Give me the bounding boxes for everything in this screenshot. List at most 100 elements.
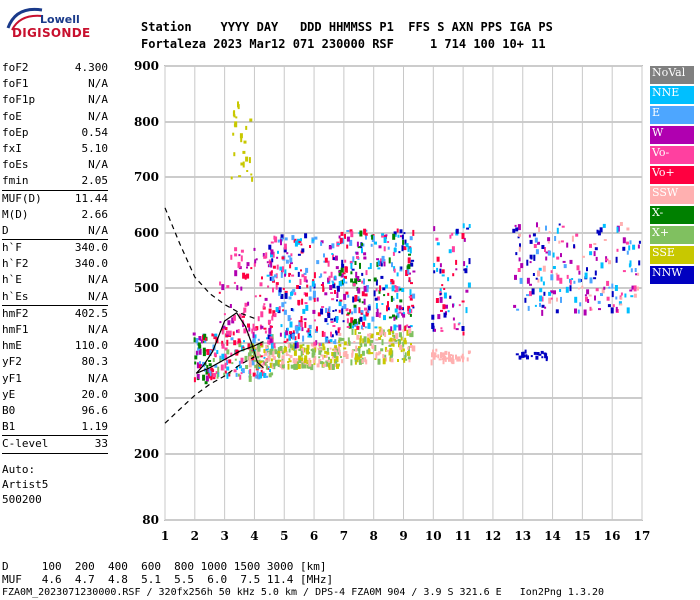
echo-point	[197, 342, 201, 347]
echo-point	[515, 227, 519, 232]
echo-point	[361, 272, 364, 276]
echo-point	[539, 302, 541, 307]
echo-point	[409, 236, 413, 241]
echo-point	[378, 326, 382, 329]
echo-point	[326, 351, 330, 355]
echo-point	[334, 345, 338, 349]
echo-point	[364, 293, 368, 297]
echo-point	[436, 267, 439, 272]
echo-point	[556, 256, 560, 260]
echo-point	[556, 274, 560, 281]
param-label: B0	[2, 403, 16, 417]
echo-point	[280, 239, 282, 246]
echo-point	[435, 298, 439, 303]
echo-point	[251, 328, 254, 334]
echo-point	[343, 278, 345, 284]
echo-point	[212, 358, 215, 362]
echo-point	[526, 259, 529, 266]
echo-point	[327, 260, 330, 267]
echo-point	[248, 327, 251, 332]
echo-point	[243, 307, 247, 313]
echo-point	[289, 355, 293, 358]
echo-point	[433, 263, 436, 267]
echo-point	[363, 256, 367, 260]
echo-point	[271, 351, 275, 358]
echo-point	[237, 261, 241, 268]
echo-point	[265, 348, 269, 351]
echo-point	[221, 284, 225, 291]
echo-point	[204, 340, 207, 344]
echo-point	[308, 329, 312, 336]
echo-point	[354, 278, 358, 285]
echo-point	[403, 246, 407, 251]
echo-point	[457, 323, 460, 326]
echo-point	[242, 150, 246, 154]
echo-point	[320, 240, 324, 244]
param-value: N/A	[88, 223, 108, 237]
echo-point	[322, 344, 325, 349]
echo-point	[408, 253, 411, 256]
echo-point	[548, 231, 551, 234]
echo-point	[373, 277, 377, 282]
echo-point	[383, 261, 386, 267]
param-foep: foEp 0.54	[2, 125, 108, 141]
param-value: 402.5	[74, 306, 108, 320]
echo-point	[517, 268, 521, 272]
echo-point	[360, 310, 364, 315]
echo-point	[267, 264, 270, 268]
legend-item-nnw: NNW	[650, 266, 694, 284]
echo-point	[375, 279, 378, 286]
echo-point	[256, 354, 260, 359]
echo-point	[331, 253, 334, 255]
echo-point	[268, 244, 272, 250]
echo-point	[204, 337, 207, 341]
echo-point	[515, 252, 518, 256]
echo-point	[231, 317, 235, 324]
echo-point	[338, 337, 342, 342]
echo-point	[230, 352, 233, 357]
echo-point	[443, 357, 447, 361]
echo-point	[229, 371, 232, 374]
echo-point	[197, 347, 201, 351]
echo-point	[313, 341, 317, 346]
echo-point	[440, 309, 443, 312]
param-label: C-level	[2, 437, 49, 451]
echo-point	[259, 360, 263, 363]
echo-point	[447, 277, 450, 282]
echo-point	[517, 224, 521, 231]
echo-point	[320, 361, 324, 365]
echo-point	[440, 327, 443, 330]
echo-point	[409, 325, 413, 328]
param-label: foEs	[2, 158, 29, 172]
echo-point	[405, 358, 408, 361]
echo-point	[525, 354, 528, 358]
echo-point	[204, 381, 208, 385]
echo-point	[519, 243, 521, 249]
echo-point	[238, 341, 242, 348]
echo-point	[455, 228, 459, 234]
echo-point	[629, 240, 632, 245]
echo-point	[335, 266, 339, 270]
echo-point	[351, 268, 355, 271]
echo-point	[383, 315, 386, 321]
y-tick-label: 500	[134, 281, 159, 295]
echo-point	[541, 245, 545, 249]
echo-point	[298, 241, 302, 243]
echo-point	[301, 248, 305, 253]
echo-point	[314, 236, 318, 240]
echo-point	[412, 293, 416, 299]
echo-point	[313, 319, 316, 322]
echo-point	[318, 348, 322, 351]
echo-point	[548, 291, 552, 296]
echo-point	[367, 310, 370, 314]
echo-point	[360, 343, 363, 348]
echo-point	[325, 355, 328, 358]
param-fof1p: foF1p N/A	[2, 92, 108, 108]
echo-point	[395, 333, 399, 339]
echo-point	[288, 360, 292, 363]
echo-point	[533, 351, 537, 355]
echo-point	[629, 289, 633, 292]
echo-point	[401, 312, 405, 316]
echo-point	[284, 346, 288, 352]
echo-point	[344, 259, 347, 263]
